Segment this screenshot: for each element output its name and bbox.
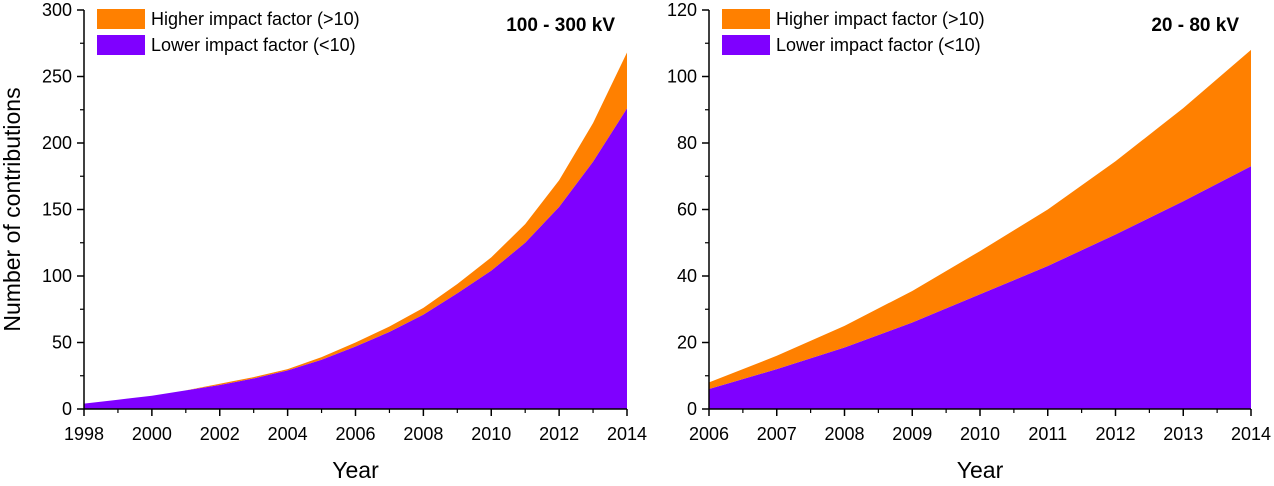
y-tick-label: 300 [42, 0, 72, 20]
legend-swatch [722, 35, 770, 55]
x-tick-label: 2013 [1163, 424, 1203, 444]
legend-swatch [97, 9, 145, 29]
chart-panel-1: 1998 2000 2002 2004 2006 2008 2010 2012 2014 0 50 1… [0, 0, 647, 483]
x-tick-label: 2000 [132, 424, 172, 444]
x-tick-label: 2011 [1028, 424, 1067, 444]
y-tick-label: 0 [62, 399, 72, 419]
y-tick-label: 150 [42, 200, 72, 220]
x-tick-label: 2007 [757, 424, 797, 444]
x-tick-label: 2006 [689, 424, 729, 444]
legend-label: Higher impact factor (>10) [776, 9, 985, 29]
legend-label: Higher impact factor (>10) [151, 9, 360, 29]
legend-label: Lower impact factor (<10) [151, 35, 356, 55]
y-tick-label: 250 [42, 67, 72, 87]
x-tick-label: 2014 [1231, 424, 1271, 444]
panel-title: 20 - 80 kV [1151, 15, 1239, 36]
y-tick-label: 50 [52, 333, 72, 353]
x-tick-label: 1998 [64, 424, 104, 444]
x-tick-label: 2012 [1095, 424, 1135, 444]
y-tick-label: 120 [667, 0, 697, 20]
y-tick-label: 80 [677, 133, 697, 153]
panel-title: 100 - 300 kV [506, 15, 615, 36]
x-tick-label: 2008 [403, 424, 443, 444]
x-tick-label: 2010 [960, 424, 1000, 444]
chart-panel-2: 2006 2007 2008 2009 2010 2011 2012 2013 2014 0 20 4… [667, 0, 1271, 483]
legend: Higher impact factor (>10) Lower impact f… [97, 9, 360, 55]
x-tick-label: 2008 [824, 424, 864, 444]
x-tick-label: 2002 [200, 424, 240, 444]
y-tick-label: 60 [677, 200, 697, 220]
x-tick-label: 2009 [892, 424, 932, 444]
y-tick-label: 40 [677, 266, 697, 286]
legend: Higher impact factor (>10) Lower impact f… [722, 9, 985, 55]
y-axis-title: Number of contributions [0, 87, 25, 331]
x-axis-title: Year [332, 457, 379, 481]
area-series-higher-impact [709, 49, 1251, 390]
y-tick-label: 20 [677, 333, 697, 353]
area-series-lower-impact [84, 108, 627, 410]
y-tick-label: 0 [687, 399, 697, 419]
legend-label: Lower impact factor (<10) [776, 35, 981, 55]
y-tick-label: 200 [42, 133, 72, 153]
y-tick-label: 100 [667, 67, 697, 87]
x-tick-label: 2006 [335, 424, 375, 444]
legend-swatch [97, 35, 145, 55]
legend-swatch [722, 9, 770, 29]
x-tick-label: 2010 [471, 424, 511, 444]
y-tick-label: 100 [42, 266, 72, 286]
x-tick-label: 2012 [539, 424, 579, 444]
x-axis-title: Year [957, 457, 1004, 481]
x-tick-label: 2014 [607, 424, 647, 444]
x-tick-label: 2004 [268, 424, 308, 444]
area-series-lower-impact [709, 166, 1251, 409]
